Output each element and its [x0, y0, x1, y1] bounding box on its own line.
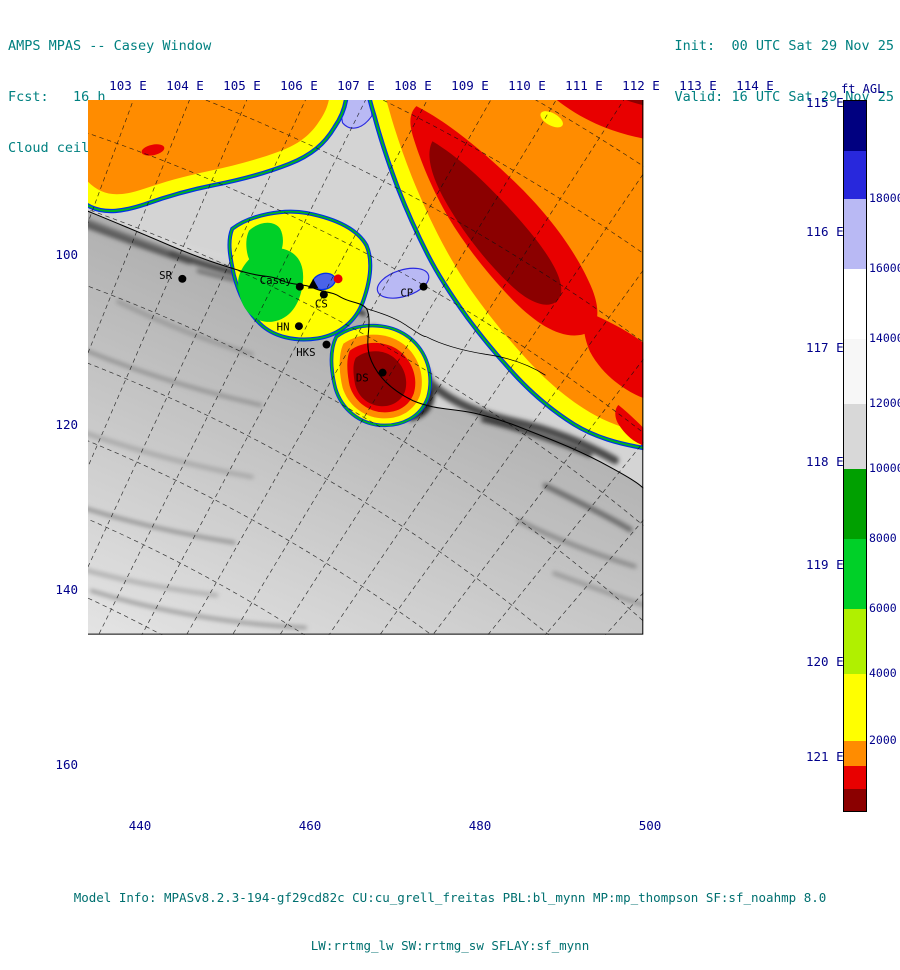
axis-label-bottom: 460 [298, 818, 322, 833]
axis-label-top: 106 E [280, 78, 318, 93]
station-dot-cp [419, 282, 428, 291]
axis-label-bottom: 500 [638, 818, 662, 833]
axis-label-left: 100 [55, 247, 78, 262]
valid-time: Valid: 16 UTC Sat 29 Nov 25 [674, 89, 894, 105]
axis-label-top: 111 E [565, 78, 603, 93]
colorbar-tick: 6000 [869, 601, 897, 615]
axis-label-right: 118 E [806, 454, 844, 469]
station-dot-hks [322, 340, 331, 349]
cloud-patch-casey [227, 209, 373, 342]
cloud-lobe-west [88, 100, 349, 214]
casey-triangle-marker [307, 278, 319, 289]
station-label-sr: SR [159, 270, 172, 282]
axis-label-top: 109 E [451, 78, 489, 93]
axis-label-top: 113 E [679, 78, 717, 93]
axis-label-top: 108 E [394, 78, 432, 93]
colorbar-segment [844, 469, 866, 539]
axis-label-right: 121 E [806, 749, 844, 764]
station-label-hn: HN [277, 322, 290, 334]
axis-label-left: 160 [55, 757, 78, 772]
axis-label-right: 120 E [806, 654, 844, 669]
axis-label-top: 114 E [736, 78, 774, 93]
axis-label-top: 107 E [337, 78, 375, 93]
axis-label-top: 112 E [622, 78, 660, 93]
axis-label-left: 140 [55, 582, 78, 597]
colorbar-tick: 12000 [869, 396, 900, 410]
colorbar-segment [844, 789, 866, 811]
model-info-line1: Model Info: MPASv8.2.3-194-gf29cd82c CU:… [73, 890, 827, 905]
station-label-ds: DS [356, 372, 369, 384]
colorbar-tick: 8000 [869, 531, 897, 545]
colorbar-tick: 10000 [869, 461, 900, 475]
model-info: Model Info: MPASv8.2.3-194-gf29cd82c CU:… [0, 858, 900, 970]
colorbar-tick: 4000 [869, 666, 897, 680]
coastline [88, 210, 644, 489]
station-dot-cs [319, 290, 328, 299]
colorbar-segment [844, 101, 866, 151]
station-markers: SR Casey CS CP HN HKS DS [159, 270, 428, 384]
station-dot-casey [295, 282, 304, 291]
map-plot: SR Casey CS CP HN HKS DS [88, 100, 644, 635]
station-label-hks: HKS [296, 347, 315, 359]
colorbar-segment [844, 151, 866, 199]
colorbar-tick: 16000 [869, 261, 900, 275]
station-label-cs: CS [315, 299, 328, 311]
colorbar-tick: 18000 [869, 191, 900, 205]
colorbar-segment [844, 269, 866, 339]
colorbar-title: ft AGL [841, 82, 885, 96]
colorbar-segment [844, 404, 866, 469]
init-valid-block: Init: 00 UTC Sat 29 Nov 25 Valid: 16 UTC… [675, 4, 894, 123]
axis-label-bottom: 440 [128, 818, 152, 833]
page-title: AMPS MPAS -- Casey Window [8, 38, 212, 54]
station-dot-sr [178, 274, 187, 283]
init-time: Init: 00 UTC Sat 29 Nov 25 [674, 38, 894, 54]
station-label-cp: CP [400, 287, 413, 299]
station-dot-ds [378, 368, 387, 377]
colorbar-segment [844, 674, 866, 741]
map-border [88, 100, 644, 635]
axis-label-top: 110 E [508, 78, 546, 93]
model-info-line2: LW:rrtmg_lw SW:rrtmg_sw SFLAY:sf_mynn [310, 938, 590, 953]
axis-label-top: 104 E [166, 78, 204, 93]
axis-label-top: 105 E [223, 78, 261, 93]
colorbar-tick: 14000 [869, 331, 900, 345]
colorbar-segment [844, 199, 866, 269]
colorbar-segment [844, 609, 866, 674]
axis-label-right: 115 E [806, 95, 844, 110]
axis-label-left: 120 [55, 417, 78, 432]
axis-label-right: 119 E [806, 557, 844, 572]
axis-label-right: 117 E [806, 340, 844, 355]
colorbar-segment [844, 766, 866, 789]
axis-label-bottom: 480 [468, 818, 492, 833]
colorbar [843, 100, 867, 812]
colorbar-segment [844, 339, 866, 404]
station-dot-hn [294, 322, 303, 331]
colorbar-tick: 2000 [869, 733, 897, 747]
colorbar-segment [844, 539, 866, 609]
forecast-hour: Fcst: 16 h [8, 89, 106, 105]
station-label-casey: Casey [260, 275, 292, 287]
axis-label-right: 116 E [806, 224, 844, 239]
axis-label-top: 103 E [109, 78, 147, 93]
colorbar-segment [844, 741, 866, 766]
